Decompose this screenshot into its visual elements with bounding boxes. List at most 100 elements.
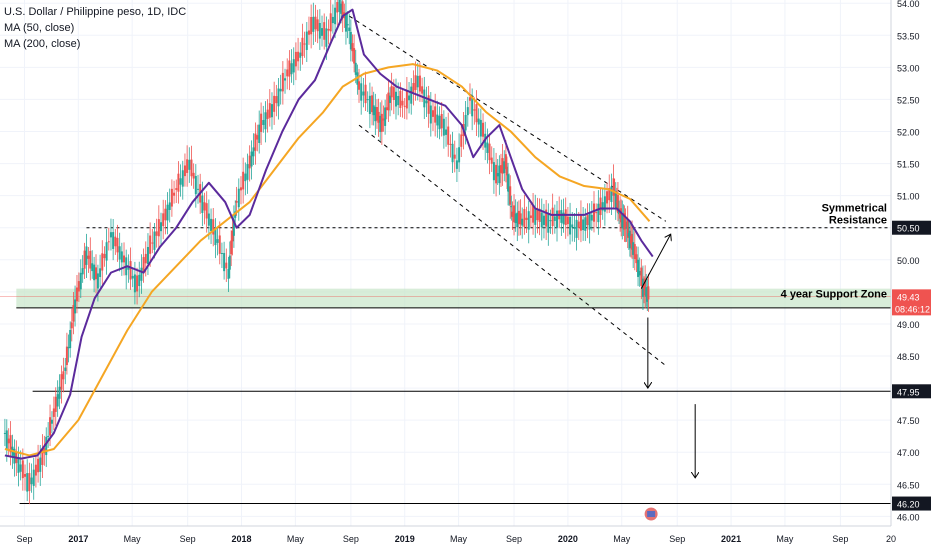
- candle-body: [351, 43, 354, 52]
- candle-body: [644, 278, 647, 296]
- x-tick-label: May: [613, 534, 631, 544]
- candle-body: [290, 63, 293, 75]
- candle-body: [99, 268, 102, 277]
- candle-body: [19, 464, 22, 472]
- candle-body: [496, 173, 499, 177]
- candle-body: [242, 171, 245, 190]
- candle-body: [225, 262, 228, 269]
- candle-body: [380, 113, 383, 132]
- candle-body: [408, 95, 411, 101]
- y-tick-label: 46.00: [897, 512, 920, 522]
- candle-body: [325, 28, 328, 47]
- candle-body: [123, 255, 126, 263]
- candle-body: [32, 469, 35, 486]
- candle-body: [155, 231, 158, 236]
- x-tick-label: May: [776, 534, 794, 544]
- candle-body: [451, 143, 454, 163]
- candle-body: [460, 134, 463, 147]
- candle-body: [186, 159, 189, 173]
- candle-body: [425, 100, 428, 104]
- x-tick-label: 2020: [558, 534, 578, 544]
- candle-body: [606, 191, 609, 204]
- candle-body: [532, 204, 535, 223]
- candle-body: [588, 212, 591, 230]
- candle-body: [562, 212, 565, 225]
- candle-body: [536, 208, 539, 221]
- candle-body: [79, 272, 82, 290]
- candle-body: [387, 92, 390, 111]
- candle-body: [492, 162, 495, 181]
- candle-body: [621, 214, 624, 228]
- candle-body: [142, 257, 145, 272]
- candle-body: [498, 165, 501, 184]
- level-badge-text: 47.95: [897, 387, 920, 397]
- candle-body: [7, 438, 10, 444]
- candle-body: [91, 263, 94, 272]
- support-zone: [16, 288, 892, 308]
- event-flag-icon-inner: [647, 511, 656, 517]
- candle-body: [399, 90, 402, 108]
- candle-body: [218, 235, 221, 254]
- y-tick-label: 51.00: [897, 192, 920, 202]
- candle-body: [244, 173, 247, 182]
- candle-body: [624, 221, 627, 228]
- candle-body: [288, 60, 291, 77]
- candle-body: [93, 264, 96, 281]
- candle-body: [323, 22, 326, 40]
- candle-body: [239, 187, 242, 191]
- countdown-badge-text: 08:46:12: [895, 304, 930, 314]
- candle-body: [564, 209, 567, 226]
- candle-body: [482, 122, 485, 137]
- candle-body: [85, 246, 88, 265]
- ma200-line: [4, 63, 651, 457]
- candle-body: [389, 95, 392, 103]
- candle-body: [464, 115, 467, 131]
- candle-body: [584, 217, 587, 231]
- candle-body: [13, 448, 16, 464]
- candle-body: [608, 188, 611, 201]
- candle-body: [449, 143, 452, 145]
- candle-body: [168, 202, 171, 210]
- candle-body: [129, 261, 132, 280]
- x-tick-label: 2017: [68, 534, 88, 544]
- candle-body: [501, 158, 504, 174]
- y-tick-label: 46.50: [897, 480, 920, 490]
- candle-body: [593, 203, 595, 222]
- candle-body: [521, 218, 524, 226]
- candle-body: [220, 252, 223, 255]
- candle-body: [173, 192, 176, 196]
- candle-body: [405, 90, 408, 109]
- candle-body: [427, 95, 430, 114]
- y-tick-label: 49.00: [897, 320, 920, 330]
- candle-body: [628, 230, 631, 249]
- legend-ma50: MA (50, close): [4, 22, 75, 34]
- candle-body: [262, 120, 265, 125]
- candle-body: [230, 240, 233, 255]
- candle-body: [626, 219, 629, 238]
- candle-body: [638, 270, 641, 276]
- candle-body: [21, 460, 24, 479]
- candle-body: [201, 195, 204, 213]
- candle-body: [146, 246, 149, 265]
- candle-body: [231, 230, 234, 242]
- candle-body: [516, 212, 519, 228]
- candle-body: [643, 284, 646, 290]
- candle-body: [346, 24, 349, 26]
- candle-body: [47, 435, 50, 437]
- candle-body: [70, 322, 73, 329]
- candle-body: [314, 16, 317, 30]
- candle-body: [58, 386, 61, 399]
- candle-body: [284, 78, 287, 81]
- candle-body: [39, 457, 42, 472]
- candle-body: [620, 208, 623, 223]
- candle-body: [519, 213, 522, 225]
- candle-body: [248, 155, 251, 169]
- candle-body: [503, 161, 506, 174]
- candle-body: [232, 219, 235, 236]
- last-price-badge-bg: [892, 289, 931, 316]
- candle-body: [9, 435, 12, 453]
- candle-body: [392, 87, 395, 100]
- candle-body: [514, 213, 517, 224]
